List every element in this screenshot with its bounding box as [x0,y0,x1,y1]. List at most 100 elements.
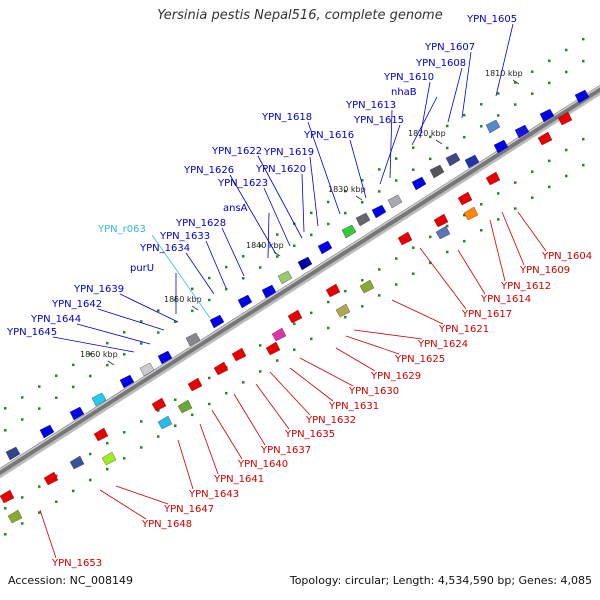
reverse-gene [151,397,167,412]
guide-dot [4,507,7,510]
guide-dot [208,376,211,380]
gene-label-forward: nhaB [391,87,417,98]
leader-reverse [289,367,334,402]
guide-dot [310,233,313,237]
leader-forward [257,155,303,239]
genome-backbone [0,84,600,479]
guide-dot [378,268,381,271]
forward-gene [539,108,555,123]
guide-dot [242,255,245,258]
guide-dot [191,287,194,291]
guide-dot [565,70,568,74]
reverse-gene [7,509,23,524]
reverse-gene [177,399,193,414]
reverse-gene [325,283,341,298]
gene-label-reverse: YPN_1647 [163,504,214,515]
forward-gene [119,374,135,389]
guide-dot [276,255,279,258]
forward-gene [185,332,201,347]
gene-label-reverse: YPN_1624 [417,339,468,350]
leader-reverse [233,393,266,446]
gene-label-forward: YPN_1633 [159,231,210,242]
guide-dot [463,213,466,217]
guide-dot [497,192,500,195]
guide-dot [157,331,160,334]
guide-dot [225,391,228,395]
gene-label-reverse: YPN_1637 [260,445,311,456]
gene-label-reverse: YPN_1621 [438,324,489,335]
guide-dot [89,374,92,378]
leader-forward [97,308,165,331]
gene-label-reverse: YPN_1641 [213,474,264,485]
leader-forward [205,240,227,289]
reverse-gene [93,427,109,442]
leader-forward [461,51,472,119]
leader-reverse [211,409,243,460]
guide-dot [548,185,551,189]
forward-gene [445,152,461,167]
leader-forward [379,124,401,185]
guide-dot [310,337,313,341]
gene-labels: YPN_1605 YPN_1607 YPN_1608 YPN_1610 nhaB YPN_… [6,14,592,569]
forward-gene [429,164,445,179]
guide-dot [548,159,551,163]
tick-label: 1830 kbp [328,185,366,194]
guide-dot [361,305,364,308]
guide-dot [327,200,330,204]
guide-dot [259,266,262,269]
guide-dot [463,135,466,139]
guide-dot [327,222,330,226]
guide-dot [378,168,381,171]
gene-label-forward: YPN_1616 [303,130,354,141]
guide-dot [310,311,313,315]
tick-mark [107,360,115,366]
gene-label-forward: ansA [223,203,248,214]
guide-dot [514,103,517,106]
guide-dot [412,146,415,149]
leader-forward [301,173,305,233]
reverse-gene [537,131,553,146]
forward-gene [464,154,480,169]
forward-gene [341,224,357,239]
gene-label-reverse: YPN_1604 [541,251,592,262]
guide-dot [140,320,143,323]
gene-label-forward: YPN_1642 [51,299,102,310]
guide-dot [259,370,262,373]
guide-dot [361,201,364,204]
guide-dot [429,261,432,265]
gene-label-forward: YPN_1613 [345,100,396,111]
forward-gene [493,139,509,154]
gene-label-reverse: YPN_1625 [394,354,445,365]
gene-label-reverse: YPN_1643 [188,489,239,500]
guide-dot [531,196,534,199]
guide-dot [208,402,211,406]
forward-gene [209,314,225,329]
gene-label-reverse: YPN_1632 [305,415,356,426]
reverse-gene [435,225,451,240]
leader-reverse [115,485,169,505]
forward-gene [139,362,155,377]
forward-gene [371,204,387,219]
forward-gene [237,294,253,309]
guide-dot [395,157,398,160]
leader-forward [307,121,341,215]
map-title: Yersinia pestis Nepal516, complete genom… [157,8,443,23]
leader-forward [411,96,438,146]
guide-dot [582,59,585,63]
gene-label-forward: YPN_1605 [466,14,517,25]
gene-label-reverse: YPN_1612 [500,281,551,292]
reverse-gene [69,455,85,470]
guide-dot [4,533,7,536]
reverse-gene [557,111,573,126]
guide-dot [293,244,296,247]
forward-gene [277,270,293,285]
backbone-line [0,84,600,476]
guide-dot [480,229,483,232]
guide-dot [565,48,568,52]
guide-dot [480,103,483,106]
gene-label-forward: YPN_1622 [211,146,262,157]
reverse-gene [359,279,375,294]
guide-dot [463,239,466,243]
leader-reverse [457,249,486,295]
leader-reverse [353,329,423,340]
